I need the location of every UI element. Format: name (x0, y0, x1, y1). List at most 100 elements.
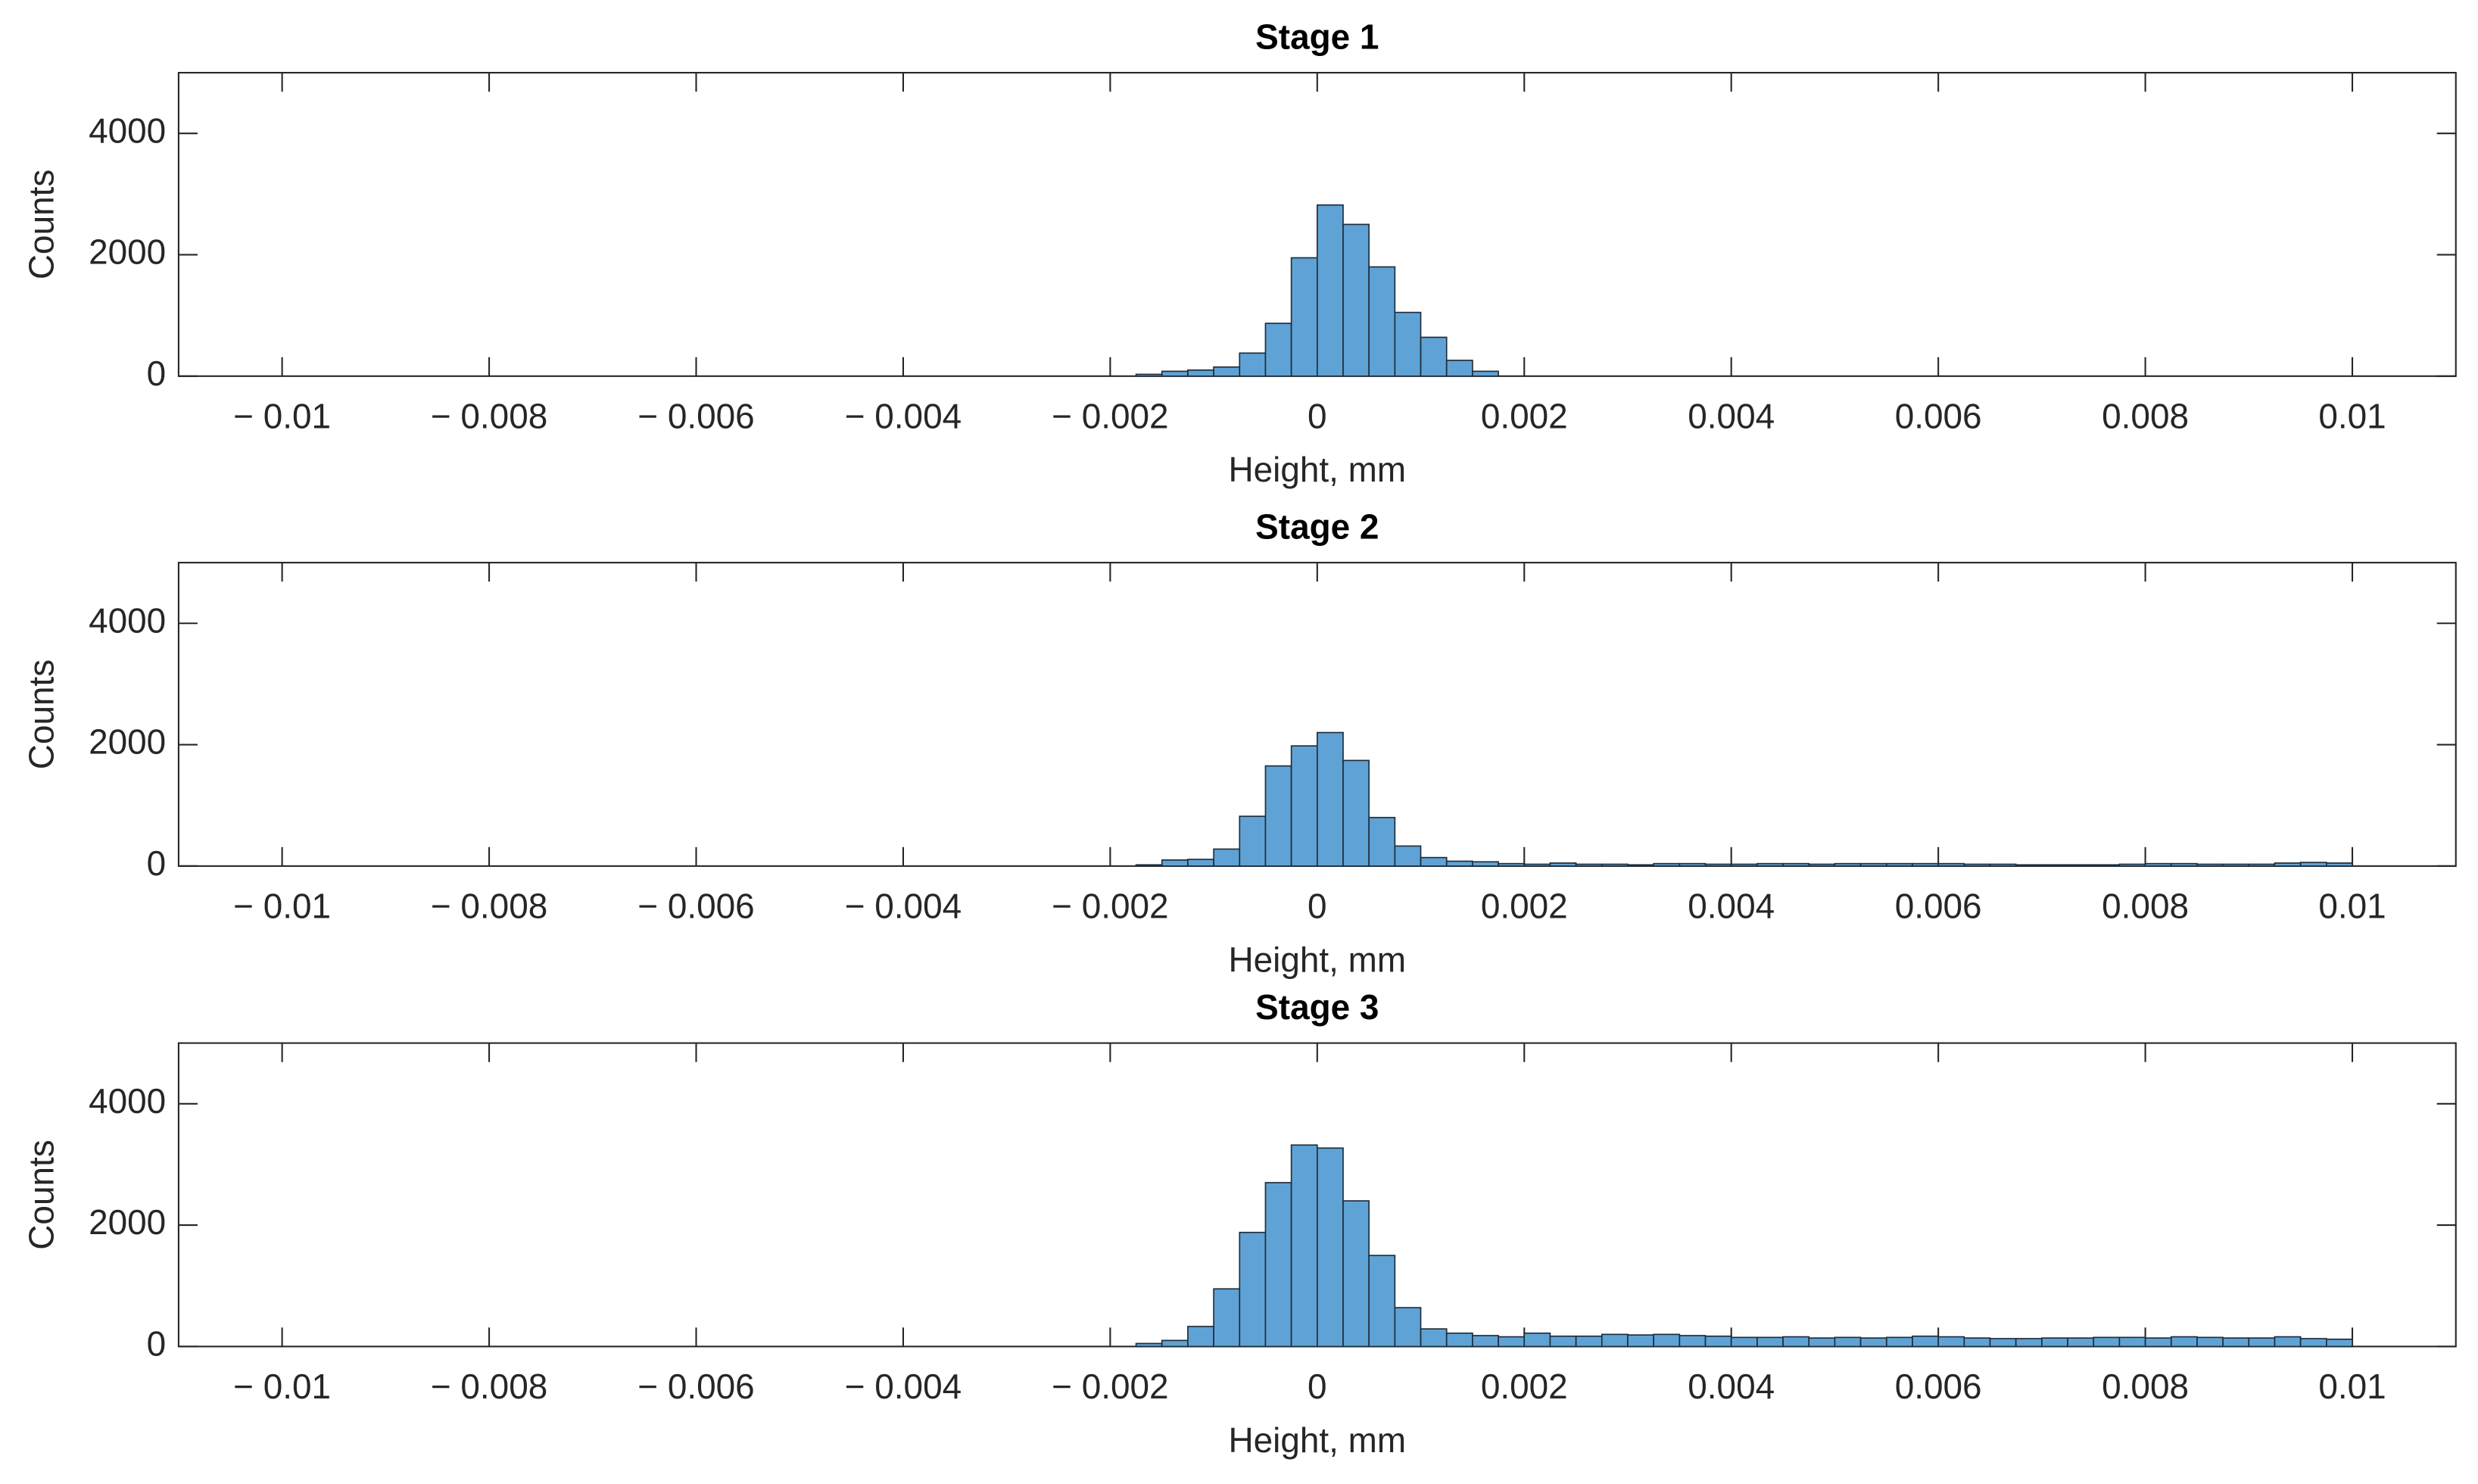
bar (1394, 845, 1422, 867)
bar (1575, 1335, 1603, 1348)
y-tick-label: 0 (147, 843, 167, 883)
bar (1627, 864, 1654, 867)
bar (1885, 862, 1913, 867)
bar (1549, 862, 1577, 867)
x-tick-label: − 0.008 (431, 886, 547, 925)
x-tick-label: 0.002 (1481, 886, 1568, 925)
bar (1420, 856, 1448, 867)
bar (1653, 862, 1681, 867)
bar (2274, 862, 2302, 867)
bar (1187, 859, 1214, 867)
bar (1264, 765, 1292, 867)
y-tick-label: 2000 (89, 232, 166, 272)
bar (1213, 1288, 1241, 1348)
bar (1445, 860, 1473, 867)
bar (2274, 1336, 2302, 1348)
chart-title: Stage 1 (1255, 17, 1379, 56)
bar (1342, 1200, 1370, 1348)
x-tick-label: − 0.002 (1052, 886, 1168, 925)
bar (1653, 1333, 1681, 1348)
x-tick-label: − 0.006 (637, 886, 754, 925)
bar (2196, 1336, 2224, 1348)
bar (1627, 1334, 1654, 1348)
x-tick-label: 0.01 (2318, 1367, 2386, 1406)
x-tick-label: − 0.002 (1052, 1367, 1168, 1406)
x-tick-label: 0.002 (1481, 396, 1568, 435)
bar (1316, 1147, 1344, 1348)
bar (1472, 861, 1499, 867)
bar (1135, 1342, 1163, 1348)
y-tick-label: 4000 (89, 1081, 166, 1121)
bar (1472, 370, 1499, 377)
y-tick-label: 0 (147, 354, 167, 393)
bar (1601, 863, 1629, 867)
bar (2041, 864, 2068, 867)
bar (2093, 1336, 2121, 1348)
x-tick-label: − 0.006 (637, 1367, 754, 1406)
y-axis-label: Counts (22, 659, 61, 769)
bar (2299, 1338, 2327, 1348)
x-tick-label: 0.006 (1895, 1367, 1982, 1406)
y-axis-label: Counts (22, 1140, 61, 1249)
bar (1368, 816, 1396, 867)
bar (1704, 863, 1732, 867)
bar (1601, 1333, 1629, 1348)
x-tick-label: − 0.002 (1052, 396, 1168, 435)
bar (2222, 1337, 2250, 1348)
x-tick-label: 0.004 (1688, 886, 1775, 925)
bar (1394, 311, 1422, 377)
bar (2015, 864, 2043, 867)
bar (1834, 862, 1862, 867)
bar (2067, 1337, 2095, 1348)
bar (1316, 204, 1344, 377)
bar (1498, 862, 1526, 867)
bar (1678, 1335, 1707, 1348)
x-tick-label: 0 (1308, 396, 1327, 435)
bar (2222, 863, 2250, 867)
x-tick-label: 0.008 (2102, 886, 2189, 925)
bar (2041, 1337, 2068, 1348)
bar (1161, 370, 1189, 377)
bar (1549, 1335, 1577, 1348)
x-tick-label: − 0.01 (233, 886, 331, 925)
bar (1135, 864, 1163, 867)
bar (1498, 1336, 1526, 1348)
bar (1316, 731, 1344, 867)
x-tick-label: 0 (1308, 1367, 1327, 1406)
bar (2015, 1338, 2043, 1348)
bar (1161, 859, 1189, 867)
bar (1290, 1144, 1318, 1348)
bar (2170, 862, 2198, 867)
bar (1161, 1339, 1189, 1348)
x-axis-label: Height, mm (1228, 450, 1406, 489)
x-tick-label: 0.004 (1688, 1367, 1775, 1406)
bar (2299, 862, 2327, 867)
bar (1523, 863, 1551, 867)
bar (1187, 369, 1214, 377)
bar (2118, 1336, 2146, 1348)
bar (1394, 1307, 1422, 1348)
bar (1937, 862, 1965, 867)
x-tick-label: − 0.01 (233, 1367, 331, 1406)
bar (1575, 863, 1603, 867)
bar (1290, 257, 1318, 377)
chart-title: Stage 3 (1255, 987, 1379, 1027)
bar (1445, 1332, 1473, 1348)
bar (1342, 223, 1370, 377)
bar (1808, 863, 1836, 867)
bar (1859, 1337, 1887, 1348)
bar (1264, 323, 1292, 377)
bar (1808, 1337, 1836, 1348)
bar (2093, 864, 2121, 867)
bar (1730, 1336, 1758, 1348)
bar (1782, 862, 1810, 867)
x-tick-label: − 0.004 (845, 886, 962, 925)
bar (1368, 266, 1396, 377)
y-axis-label: Counts (22, 170, 61, 279)
y-tick-label: 4000 (89, 600, 166, 640)
bar (1730, 863, 1758, 867)
x-tick-label: 0.006 (1895, 886, 1982, 925)
bar (1342, 759, 1370, 867)
